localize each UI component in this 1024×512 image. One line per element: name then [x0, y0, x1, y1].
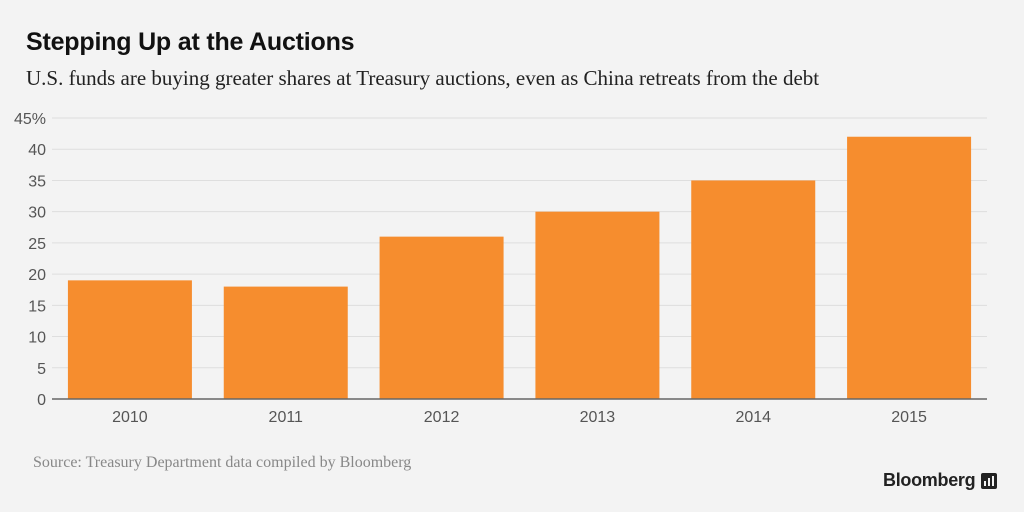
x-tick-label: 2013 — [580, 409, 616, 426]
brand-logo: Bloomberg — [883, 470, 998, 491]
x-tick-label: 2015 — [891, 409, 927, 426]
bar — [535, 211, 660, 399]
x-tick-label: 2011 — [269, 409, 304, 426]
bar — [223, 286, 348, 399]
x-tick-label: 2012 — [424, 409, 460, 426]
y-tick-label: 15 — [28, 298, 46, 315]
y-tick-label: 0 — [37, 392, 46, 409]
bar — [691, 180, 816, 399]
x-tick-label: 2014 — [735, 409, 771, 426]
x-tick-label: 2010 — [112, 409, 148, 426]
y-tick-label: 5 — [37, 361, 46, 378]
chart-subtitle: U.S. funds are buying greater shares at … — [26, 66, 820, 90]
bar — [847, 136, 972, 399]
y-tick-label: 35 — [28, 173, 46, 190]
y-tick-label: 40 — [28, 142, 46, 159]
source-note: Source: Treasury Department data compile… — [33, 454, 412, 471]
bar — [379, 236, 504, 399]
y-tick-label: 30 — [28, 205, 46, 222]
y-tick-label: 10 — [28, 330, 46, 347]
y-tick-label: 45% — [14, 111, 46, 128]
brand-name: Bloomberg — [883, 470, 976, 490]
y-tick-label: 25 — [28, 236, 46, 253]
bar-chart-icon — [981, 472, 998, 489]
chart-title: Stepping Up at the Auctions — [26, 28, 355, 56]
bar — [67, 280, 192, 399]
y-tick-label: 20 — [28, 267, 46, 284]
